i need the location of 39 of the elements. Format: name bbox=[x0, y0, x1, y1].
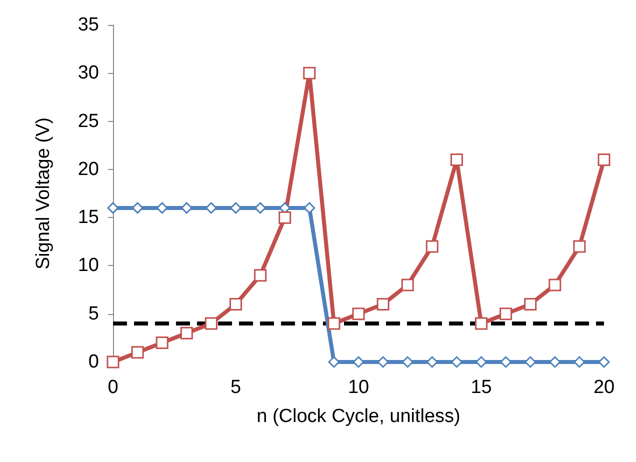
y-axis-title: Signal Voltage (V) bbox=[33, 117, 54, 270]
x-tick-label: 5 bbox=[230, 377, 242, 398]
point bbox=[548, 278, 562, 292]
y-tick-label: 0 bbox=[88, 352, 99, 372]
point bbox=[230, 298, 242, 310]
y-tick-label: 5 bbox=[88, 303, 99, 324]
point bbox=[180, 326, 193, 340]
point bbox=[106, 356, 120, 368]
point bbox=[500, 308, 512, 320]
x-tick-label: 10 bbox=[348, 377, 370, 398]
point bbox=[524, 298, 537, 310]
y-tick-label: 10 bbox=[78, 255, 99, 276]
point bbox=[573, 240, 586, 253]
y-tick-label: 30 bbox=[78, 62, 99, 84]
point bbox=[598, 154, 610, 166]
y-tick-label: 15 bbox=[78, 207, 99, 228]
point bbox=[254, 269, 267, 282]
point bbox=[131, 346, 144, 359]
y-tick-label: 20 bbox=[78, 158, 99, 180]
point bbox=[475, 317, 488, 330]
point bbox=[401, 278, 414, 292]
x-tick-label: 0 bbox=[108, 377, 118, 398]
x-tick-label: 20 bbox=[593, 377, 615, 398]
point bbox=[278, 211, 292, 224]
point bbox=[450, 154, 463, 166]
point bbox=[376, 298, 390, 310]
y-tick-label: 25 bbox=[78, 110, 99, 132]
point bbox=[230, 202, 242, 214]
x-axis-title: n (Clock Cycle, unitless) bbox=[256, 406, 460, 427]
point bbox=[156, 336, 168, 349]
point bbox=[303, 66, 316, 80]
point bbox=[328, 317, 340, 330]
point bbox=[426, 240, 438, 253]
x-tick-label: 15 bbox=[470, 377, 492, 398]
y-tick-label: 35 bbox=[78, 14, 99, 36]
point bbox=[204, 317, 218, 330]
point bbox=[476, 356, 487, 368]
point bbox=[352, 308, 365, 320]
point bbox=[304, 202, 316, 214]
